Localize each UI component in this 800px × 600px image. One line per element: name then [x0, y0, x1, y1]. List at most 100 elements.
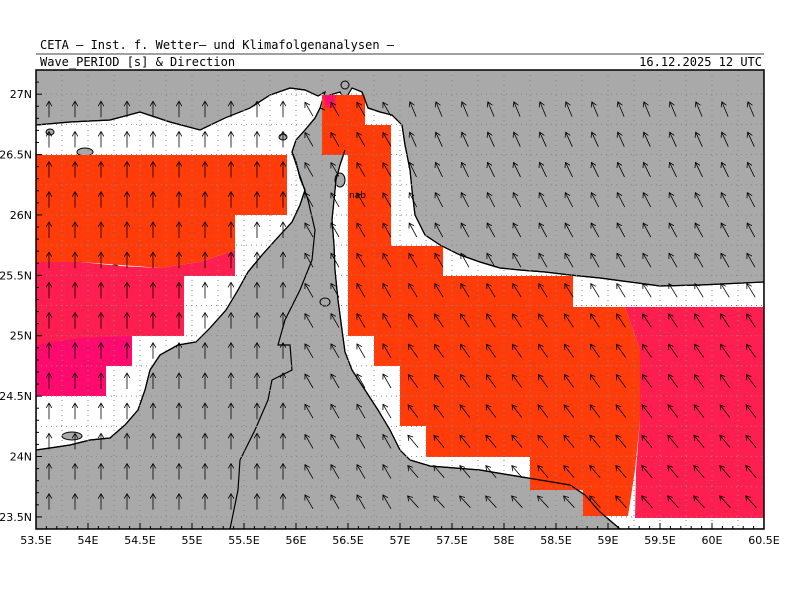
- direction-arrow: [746, 496, 757, 508]
- direction-arrow: [565, 223, 574, 238]
- direction-arrow: [434, 435, 445, 448]
- direction-arrow: [331, 465, 340, 479]
- direction-arrow: [720, 375, 731, 388]
- direction-arrow: [487, 223, 496, 238]
- direction-arrow: [592, 162, 599, 178]
- direction-arrow: [643, 193, 652, 208]
- direction-arrow: [513, 284, 522, 298]
- direction-arrow: [460, 466, 471, 478]
- direction-arrow: [696, 162, 703, 178]
- direction-arrow: [592, 102, 599, 117]
- direction-arrow: [720, 496, 731, 508]
- direction-arrow: [460, 405, 471, 418]
- direction-arrow: [357, 495, 366, 509]
- direction-arrow: [305, 495, 314, 509]
- direction-arrow: [305, 133, 314, 147]
- valid-time: 16.12.2025 12 UTC: [639, 55, 762, 69]
- direction-arrow: [539, 223, 548, 238]
- direction-arrow: [748, 132, 755, 147]
- direction-arrow: [539, 193, 548, 208]
- lat-tick-label: 24N: [10, 451, 32, 464]
- direction-arrow: [695, 193, 704, 208]
- direction-arrow: [331, 253, 340, 268]
- direction-arrow: [746, 375, 757, 388]
- direction-arrow: [565, 253, 574, 268]
- direction-arrow: [305, 314, 314, 328]
- direction-arrow: [694, 466, 705, 478]
- lon-tick-label: 55.5E: [228, 534, 259, 547]
- direction-arrow: [590, 405, 601, 418]
- direction-arrow: [408, 405, 419, 418]
- direction-arrow: [591, 284, 600, 298]
- direction-arrow: [383, 404, 392, 419]
- direction-arrow: [383, 465, 392, 479]
- direction-arrow: [305, 253, 314, 268]
- parameter-label: Wave_PERIOD [s] & Direction: [40, 55, 236, 69]
- direction-arrow: [409, 284, 418, 298]
- direction-arrow: [616, 496, 627, 508]
- direction-arrow: [460, 435, 471, 448]
- direction-arrow: [435, 314, 444, 328]
- direction-arrow: [617, 253, 626, 268]
- direction-arrow: [305, 435, 314, 449]
- lon-tick-label: 58.5E: [540, 534, 571, 547]
- direction-arrow: [747, 193, 756, 208]
- direction-arrow: [514, 132, 521, 147]
- direction-arrow: [590, 466, 601, 478]
- direction-arrow: [616, 375, 627, 388]
- direction-arrow: [540, 132, 547, 147]
- direction-arrow: [512, 466, 523, 478]
- direction-arrow: [331, 435, 340, 449]
- direction-arrow: [486, 405, 497, 418]
- direction-arrow: [331, 495, 340, 509]
- direction-arrow: [670, 162, 677, 178]
- direction-arrow: [513, 223, 522, 238]
- direction-arrow: [540, 102, 547, 117]
- lon-tick-label: 54E: [78, 534, 99, 547]
- lon-tick-label: 59E: [598, 534, 619, 547]
- direction-arrow: [642, 496, 653, 508]
- direction-arrow: [642, 435, 653, 448]
- direction-arrow: [383, 284, 392, 298]
- direction-arrow: [590, 375, 601, 388]
- direction-arrow: [564, 466, 575, 478]
- institute-title: CETA – Inst. f. Wetter– und Klimafolgena…: [40, 38, 395, 52]
- axis-ticks: 53.5E 54E 54.5E 55E 55.5E 56E 56.5E 57E 57.5E 58E…: [0, 69, 780, 547]
- direction-arrow: [669, 193, 678, 208]
- direction-arrow: [305, 193, 314, 207]
- lon-tick-label: 58E: [494, 534, 515, 547]
- direction-arrow: [643, 284, 652, 298]
- direction-arrow: [512, 435, 523, 448]
- direction-arrow: [383, 223, 392, 238]
- direction-arrow: [566, 102, 573, 117]
- direction-arrow: [486, 496, 497, 508]
- direction-arrow: [434, 466, 445, 478]
- direction-arrow: [357, 133, 366, 147]
- direction-arrow: [695, 223, 704, 238]
- direction-arrow: [695, 314, 704, 328]
- lon-tick-label: 56E: [286, 534, 307, 547]
- direction-arrow: [436, 102, 443, 117]
- direction-arrow: [357, 344, 366, 358]
- direction-arrow: [488, 102, 495, 117]
- direction-arrow: [618, 162, 625, 178]
- direction-arrow: [617, 223, 626, 238]
- direction-arrow: [696, 132, 703, 147]
- direction-arrow: [512, 375, 523, 388]
- direction-arrow: [357, 193, 366, 207]
- direction-arrow: [410, 132, 417, 147]
- direction-arrow: [721, 253, 730, 268]
- direction-arrow: [305, 374, 314, 389]
- direction-arrow: [357, 223, 366, 238]
- direction-arrow: [462, 162, 469, 178]
- direction-arrow: [618, 132, 625, 147]
- direction-arrow: [357, 435, 366, 449]
- direction-arrow: [694, 405, 705, 418]
- direction-arrow: [565, 284, 574, 298]
- direction-arrow: [487, 193, 496, 208]
- lon-tick-label: 59.5E: [644, 534, 675, 547]
- direction-arrow: [538, 496, 549, 508]
- direction-arrows: [49, 101, 757, 510]
- direction-arrow: [331, 163, 340, 177]
- direction-arrow: [643, 253, 652, 268]
